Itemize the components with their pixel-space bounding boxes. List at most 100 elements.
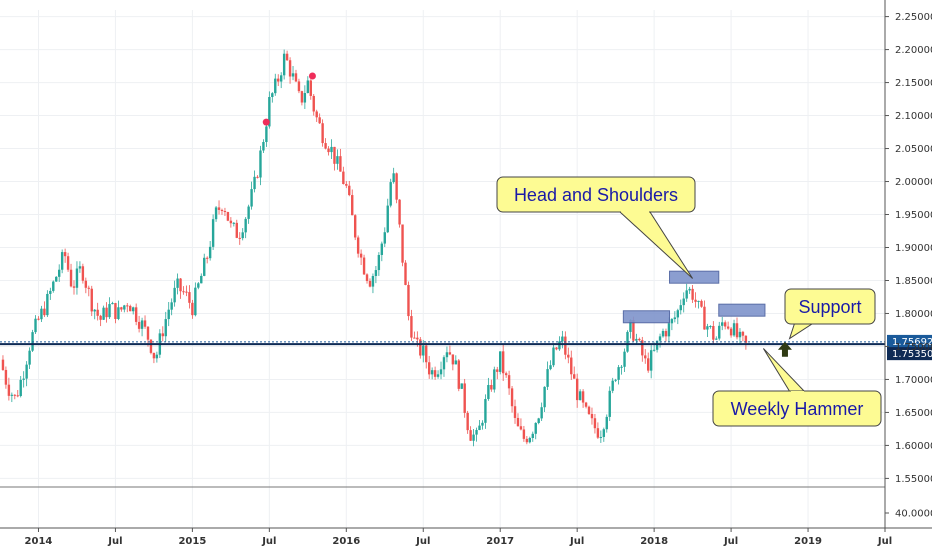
candle bbox=[525, 436, 529, 445]
candle bbox=[105, 302, 108, 323]
candle-body bbox=[570, 357, 573, 375]
candle-body bbox=[451, 354, 455, 365]
candle-body bbox=[93, 309, 96, 312]
candle-body bbox=[664, 330, 668, 337]
candle bbox=[123, 304, 126, 313]
candle bbox=[330, 139, 333, 160]
candle bbox=[549, 360, 552, 371]
candle-body bbox=[709, 325, 712, 327]
candle bbox=[78, 261, 82, 273]
candle-body bbox=[102, 307, 105, 320]
candle bbox=[439, 361, 443, 380]
candle-body bbox=[126, 305, 129, 307]
candle-body bbox=[274, 78, 277, 94]
candle bbox=[726, 321, 730, 330]
candle-body bbox=[510, 388, 514, 407]
pattern-box bbox=[669, 270, 720, 284]
candle bbox=[223, 207, 227, 217]
price-badge-label: 1.75350 bbox=[892, 349, 932, 360]
candle-body bbox=[235, 222, 238, 238]
candle bbox=[149, 339, 153, 355]
candle-body bbox=[229, 220, 233, 224]
candle bbox=[561, 330, 564, 349]
time-axis[interactable]: 2014 Jul 2015 Jul 2016 Jul 2017 Jul 2018 Jul 2019 J… bbox=[0, 527, 932, 547]
candle-body bbox=[66, 256, 70, 270]
candle bbox=[496, 366, 499, 380]
candle bbox=[259, 145, 262, 186]
candle-body bbox=[638, 338, 641, 341]
candle-body bbox=[564, 336, 567, 355]
candle-body bbox=[567, 354, 570, 358]
candle-body bbox=[439, 369, 443, 375]
candle bbox=[84, 277, 88, 294]
candle-body bbox=[200, 275, 203, 284]
candle bbox=[703, 300, 706, 330]
candle-body bbox=[185, 291, 188, 293]
candle bbox=[371, 273, 375, 294]
candle-body bbox=[507, 375, 511, 389]
candle-body bbox=[410, 316, 413, 338]
candle bbox=[303, 85, 307, 109]
candle-body bbox=[31, 332, 34, 351]
price-axis[interactable]: 2.25000 2.20000 2.15000 2.10000 2.05000 2.000… bbox=[884, 0, 932, 528]
candle-body bbox=[52, 281, 55, 291]
y-tick-label: 1.85000 bbox=[895, 276, 932, 287]
candle bbox=[291, 65, 295, 81]
candle bbox=[134, 303, 138, 326]
candle-body bbox=[528, 437, 532, 443]
candle bbox=[723, 320, 727, 330]
candle-body bbox=[587, 406, 591, 414]
candle bbox=[575, 373, 579, 408]
candle bbox=[137, 315, 141, 333]
price-badge bbox=[887, 334, 932, 348]
candle bbox=[531, 431, 534, 442]
candle bbox=[478, 420, 481, 431]
x-tick-label: Jul bbox=[415, 536, 430, 547]
callout-label: Weekly Hammer bbox=[731, 399, 864, 419]
candle-body bbox=[220, 209, 224, 212]
candle-body bbox=[427, 362, 431, 375]
candle bbox=[593, 413, 597, 434]
y-tick-label: 2.25000 bbox=[895, 12, 932, 23]
candle-body bbox=[499, 351, 502, 372]
candle-body bbox=[578, 391, 582, 401]
callout: Weekly Hammer bbox=[712, 348, 882, 427]
candle-body bbox=[170, 302, 173, 310]
callout-label: Support bbox=[798, 297, 861, 317]
candle-body bbox=[191, 302, 194, 316]
candle bbox=[712, 321, 715, 344]
candle bbox=[214, 205, 218, 222]
candle-body bbox=[649, 350, 653, 371]
candle bbox=[537, 417, 540, 425]
candle bbox=[16, 389, 19, 398]
callout-pointer bbox=[618, 211, 694, 279]
candle bbox=[232, 222, 236, 227]
candle-body bbox=[365, 274, 369, 281]
y-tick-label: 2.00000 bbox=[895, 177, 932, 188]
candle bbox=[451, 354, 455, 371]
candle-body bbox=[549, 365, 552, 370]
candle-body bbox=[134, 307, 138, 322]
candle bbox=[472, 429, 475, 447]
candle-body bbox=[729, 328, 733, 336]
candle bbox=[448, 345, 452, 356]
candle bbox=[353, 214, 357, 241]
candle-body bbox=[19, 379, 22, 397]
candle bbox=[649, 345, 653, 379]
candle bbox=[306, 76, 310, 94]
candle bbox=[735, 317, 739, 340]
candle bbox=[188, 285, 191, 309]
candle-body bbox=[226, 212, 230, 221]
candle bbox=[395, 172, 398, 204]
candle bbox=[327, 146, 330, 156]
candle bbox=[721, 316, 724, 331]
candle bbox=[507, 370, 511, 395]
candle-body bbox=[581, 391, 585, 403]
pattern-boxes bbox=[622, 270, 766, 324]
candle bbox=[288, 57, 292, 84]
candle-body bbox=[137, 321, 141, 329]
candle-body bbox=[513, 406, 517, 418]
candle bbox=[333, 146, 336, 171]
candle bbox=[377, 252, 381, 276]
